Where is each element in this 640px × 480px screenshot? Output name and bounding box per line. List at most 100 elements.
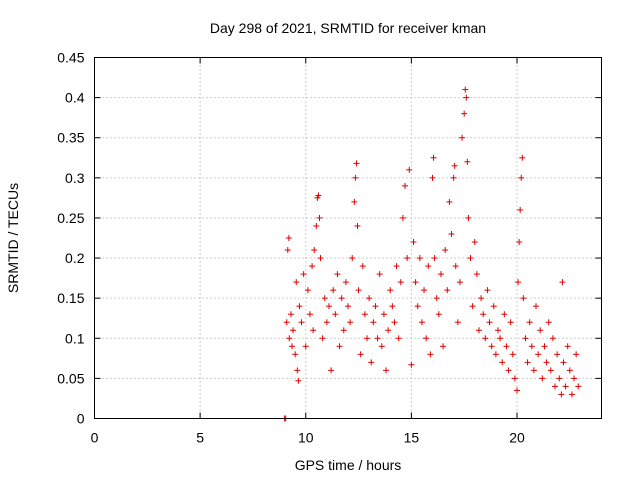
y-tick-label: 0.35 [57, 130, 84, 146]
data-point [516, 239, 523, 246]
data-point [408, 361, 415, 368]
data-point [389, 303, 396, 310]
data-point [355, 287, 362, 294]
data-point [518, 174, 525, 181]
y-tick-label: 0.05 [57, 370, 84, 386]
y-tick-label: 0.25 [57, 210, 84, 226]
data-point [364, 335, 371, 342]
data-point [397, 279, 404, 286]
data-point [471, 239, 478, 246]
data-point [431, 255, 438, 262]
data-point [541, 343, 548, 350]
data-point [456, 279, 463, 286]
data-point [402, 182, 409, 189]
data-point [463, 94, 470, 101]
grid [94, 57, 602, 419]
data-point [437, 271, 444, 278]
data-point [519, 154, 526, 161]
data-point [370, 319, 377, 326]
data-point [530, 367, 537, 374]
x-tick-label: 20 [509, 430, 525, 446]
data-point [336, 343, 343, 350]
data-point [353, 160, 360, 167]
data-point [469, 303, 476, 310]
data-point [357, 351, 364, 358]
data-point [444, 287, 451, 294]
data-point [524, 359, 531, 366]
data-point [293, 279, 300, 286]
data-point [514, 387, 520, 394]
data-point [461, 110, 468, 117]
data-point [289, 343, 296, 350]
data-point [505, 367, 512, 374]
x-tick-label: 15 [404, 430, 420, 446]
data-point [414, 303, 421, 310]
data-point [448, 230, 455, 237]
data-point [410, 239, 417, 246]
data-point [465, 214, 472, 221]
data-point [433, 295, 440, 302]
data-point [486, 319, 493, 326]
data-point [526, 319, 533, 326]
data-point [391, 319, 398, 326]
data-point [545, 319, 552, 326]
data-point [287, 311, 294, 318]
data-point [376, 271, 383, 278]
data-point [286, 335, 293, 342]
data-point [374, 335, 381, 342]
data-point [385, 327, 392, 334]
data-point [490, 303, 497, 310]
data-point [484, 287, 491, 294]
data-point [494, 327, 501, 334]
y-tick-label: 0.3 [65, 170, 85, 186]
data-point [395, 335, 402, 342]
data-point [342, 279, 349, 286]
y-tick-label: 0.1 [65, 330, 85, 346]
data-point [354, 222, 361, 229]
data-point [562, 383, 569, 390]
data-point [399, 214, 406, 221]
data-point [488, 343, 495, 350]
x-axis-label: GPS time / hours [295, 457, 402, 473]
data-point [290, 327, 297, 334]
data-point [304, 287, 311, 294]
data-point [315, 192, 322, 199]
data-point [549, 335, 556, 342]
data-point [404, 255, 411, 262]
data-point [554, 351, 561, 358]
data-point [459, 134, 466, 141]
data-point [309, 263, 316, 270]
data-point [520, 295, 527, 302]
data-point [543, 359, 550, 366]
data-point [442, 247, 449, 254]
data-point [573, 351, 580, 358]
data-point [507, 319, 514, 326]
data-point [412, 279, 419, 286]
data-point [537, 327, 544, 334]
data-point [313, 222, 320, 229]
data-point [454, 319, 461, 326]
data-point [372, 303, 379, 310]
data-point [515, 279, 522, 286]
data-point [285, 235, 292, 241]
data-point [295, 377, 302, 384]
data-point [283, 319, 290, 326]
data-point [284, 247, 291, 254]
data-point [473, 271, 480, 278]
data-point [440, 343, 447, 350]
data-point [478, 295, 485, 302]
y-tick-label: 0.4 [65, 90, 85, 106]
data-point [368, 359, 375, 366]
data-point [306, 311, 313, 318]
data-point [292, 351, 299, 358]
data-point [528, 343, 535, 350]
data-point [435, 311, 442, 318]
data-point [332, 311, 339, 318]
data-point [452, 263, 459, 270]
data-points [281, 86, 582, 422]
data-point [535, 351, 542, 358]
data-point [511, 375, 518, 382]
data-point [509, 351, 516, 358]
x-tick-label: 5 [196, 430, 204, 446]
y-axis-label: SRMTID / TECUs [5, 183, 21, 293]
